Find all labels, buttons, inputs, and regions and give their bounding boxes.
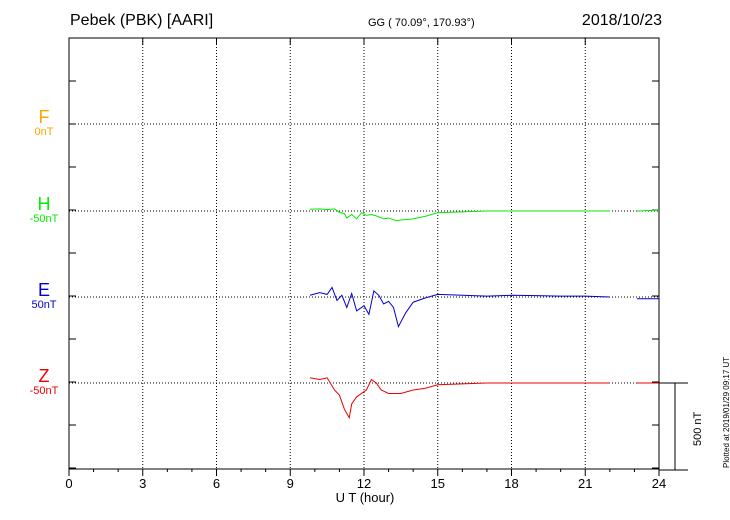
component-baseline: 0nT <box>34 126 54 138</box>
x-tick-label: 6 <box>213 476 220 491</box>
x-tick-label: 18 <box>504 476 518 491</box>
component-label-e: E 50nT <box>24 281 64 312</box>
x-tick-label: 0 <box>65 476 72 491</box>
component-baseline: 50nT <box>31 299 57 311</box>
x-tick-label: 12 <box>357 476 371 491</box>
component-baseline: -50nT <box>29 385 59 397</box>
x-tick-label: 15 <box>431 476 445 491</box>
x-tick-label: 9 <box>287 476 294 491</box>
component-name: H <box>37 194 51 214</box>
series-line-z <box>309 377 610 420</box>
series-line-h <box>636 209 660 212</box>
x-tick-label: 3 <box>139 476 146 491</box>
date-label: 2018/10/23 <box>581 12 662 29</box>
scale-bar-text: 500 nT <box>692 411 704 446</box>
station-title: Pebek (PBK) [AARI] <box>70 12 214 29</box>
x-tick-label: 21 <box>578 476 592 491</box>
series-line-e <box>309 286 610 328</box>
component-name: Z <box>38 366 50 386</box>
component-baseline: -50nT <box>29 213 59 225</box>
component-label-z: Z -50nT <box>24 367 64 398</box>
x-axis-title: U T (hour) <box>335 490 395 505</box>
plotted-text: Plotted at 2019/01/29 09:17 UT <box>722 356 730 468</box>
component-name: E <box>37 280 50 300</box>
x-tick-label: 24 <box>652 476 666 491</box>
component-label-h: H -50nT <box>24 195 64 226</box>
component-name: F <box>38 107 50 127</box>
coordinates-label: GG ( 70.09°, 170.93°) <box>368 17 475 29</box>
series-line-h <box>309 208 610 222</box>
component-label-f: F 0nT <box>24 108 64 139</box>
